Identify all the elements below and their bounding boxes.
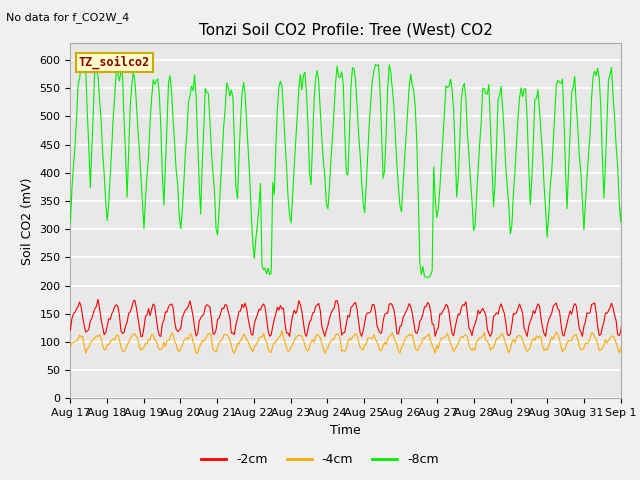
-2cm	[575, 326, 583, 332]
-2cm	[67, 327, 74, 333]
-2cm	[86, 318, 94, 324]
-8cm	[77, 62, 85, 68]
-8cm	[422, 274, 430, 280]
Line: -4cm: -4cm	[70, 331, 640, 353]
-4cm	[488, 345, 496, 351]
Legend: -2cm, -4cm, -8cm: -2cm, -4cm, -8cm	[196, 448, 444, 471]
-4cm	[575, 343, 583, 349]
-8cm	[370, 68, 378, 74]
-8cm	[575, 154, 583, 159]
-4cm	[278, 328, 286, 334]
Text: No data for f_CO2W_4: No data for f_CO2W_4	[6, 12, 130, 23]
-4cm	[86, 340, 94, 346]
-2cm	[488, 329, 496, 335]
-2cm	[137, 334, 145, 339]
-2cm	[94, 297, 102, 302]
Title: Tonzi Soil CO2 Profile: Tree (West) CO2: Tonzi Soil CO2 Profile: Tree (West) CO2	[198, 23, 493, 38]
Text: TZ_soilco2: TZ_soilco2	[79, 56, 150, 69]
Line: -2cm: -2cm	[70, 300, 640, 336]
-4cm	[192, 350, 200, 356]
-2cm	[106, 316, 114, 322]
Y-axis label: Soil CO2 (mV): Soil CO2 (mV)	[21, 177, 34, 264]
Line: -8cm: -8cm	[70, 65, 640, 277]
-2cm	[372, 308, 380, 314]
-8cm	[67, 219, 74, 225]
-4cm	[67, 344, 74, 349]
-4cm	[105, 342, 113, 348]
-4cm	[372, 336, 380, 342]
-8cm	[488, 163, 496, 168]
X-axis label: Time: Time	[330, 424, 361, 437]
-8cm	[106, 172, 114, 178]
-8cm	[88, 146, 96, 152]
